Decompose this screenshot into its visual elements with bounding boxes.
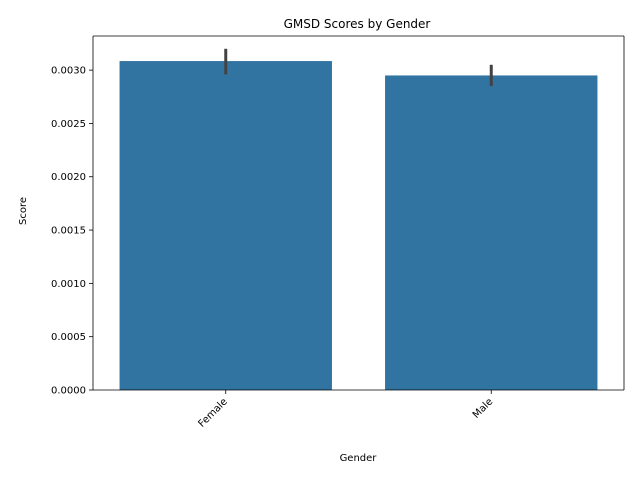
- x-axis-label: Gender: [340, 453, 378, 464]
- y-tick-label: 0.0000: [51, 386, 86, 397]
- bar-female: [119, 61, 332, 391]
- x-tick-label: Male: [471, 396, 496, 421]
- x-axis: Female Male: [197, 390, 496, 430]
- y-tick-label: 0.0010: [51, 279, 86, 290]
- chart-title: GMSD Scores by Gender: [284, 17, 431, 31]
- y-tick-label: 0.0015: [51, 226, 86, 237]
- bar-male: [385, 75, 598, 390]
- y-tick-label: 0.0025: [51, 119, 86, 130]
- plot-area: [119, 48, 598, 391]
- y-tick-label: 0.0020: [51, 172, 86, 183]
- y-axis-label: Score: [18, 197, 29, 225]
- y-tick-label: 0.0005: [51, 332, 86, 343]
- y-tick-label: 0.0030: [51, 66, 86, 77]
- x-tick-label: Female: [197, 396, 230, 429]
- y-axis: 0.0000 0.0005 0.0010 0.0015 0.0020 0.0025 0.00…: [51, 66, 93, 397]
